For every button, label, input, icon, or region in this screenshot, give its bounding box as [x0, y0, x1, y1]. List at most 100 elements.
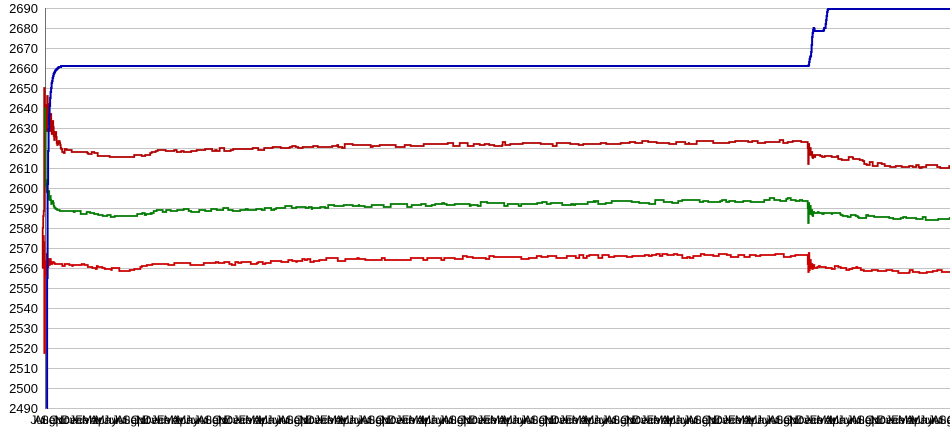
y-tick-label: 2640 [9, 101, 38, 116]
x-tick-label: Aug [523, 413, 546, 427]
x-tick-label: Dec [61, 413, 83, 427]
x-tick-label: Feb [401, 413, 423, 427]
x-tick-label: Feb [320, 413, 341, 427]
x-tick-label: Dec [387, 413, 410, 427]
series-navy-line [46, 8, 950, 409]
x-tick-label: Jul [193, 413, 209, 427]
x-tick-label: Feb [564, 413, 586, 427]
x-tick-label: Jul [927, 413, 944, 427]
x-tick-label: Jun [511, 413, 531, 427]
x-tick-label: Aug [686, 413, 709, 427]
x-tick-label: Oct [212, 413, 231, 427]
y-tick-label: 2580 [9, 221, 38, 236]
x-tick-label: Oct [701, 413, 721, 427]
y-tick-label: 2490 [9, 401, 38, 416]
x-tick-label: Aug [768, 413, 790, 427]
x-tick-label: Oct [620, 413, 639, 427]
y-tick-label: 2570 [9, 241, 38, 256]
x-tick-label: Jun [103, 413, 123, 427]
x-tick-label: Mar [571, 413, 593, 427]
y-tick-label: 2610 [9, 161, 38, 176]
x-tick-label: Feb [483, 413, 504, 427]
y-tick-label: 2670 [9, 41, 38, 56]
x-tick-label: Feb [809, 413, 831, 427]
x-tick-label: Apr [579, 413, 599, 427]
x-tick-label: Sep [367, 413, 389, 427]
x-tick-label: Mar [816, 413, 838, 427]
x-tick-label: Mar [898, 413, 919, 427]
x-tick-label: Dec [224, 413, 246, 427]
x-tick-label: Jun [184, 413, 205, 427]
x-tick-label: Jun [347, 413, 368, 427]
x-tick-label: May [176, 413, 199, 427]
x-tick-label: Sep [775, 413, 797, 427]
y-tick-label: 2690 [9, 1, 38, 16]
x-tick-label: Apr [416, 413, 435, 427]
x-tick-label: May [339, 413, 363, 427]
x-tick-label: Mar [326, 413, 348, 427]
x-tick-label: Oct [130, 413, 150, 427]
x-tick-label: Oct [783, 413, 803, 427]
x-tick-label: Jun [837, 413, 857, 427]
x-tick-label: Jan [640, 413, 660, 427]
x-tick-label: Nov [544, 413, 566, 427]
x-tick-label: Feb [156, 413, 178, 427]
x-tick-label: Nov [462, 413, 484, 427]
series-red-line [42, 235, 950, 354]
x-tick-label: Dec [877, 413, 899, 427]
y-tick-label: 2600 [9, 181, 38, 196]
x-tick-label: May [421, 413, 444, 427]
y-tick-label: 2630 [9, 121, 38, 136]
y-tick-label: 2510 [9, 361, 38, 376]
x-tick-label: Aug [360, 413, 382, 427]
y-tick-label: 2680 [9, 21, 38, 36]
x-tick-label: Feb [238, 413, 260, 427]
x-tick-label: Jul [111, 413, 128, 427]
x-tick-label: Sep [856, 413, 879, 427]
x-tick-label: Mar [245, 413, 266, 427]
x-tick-label: Mar [163, 413, 185, 427]
y-tick-label: 2660 [9, 61, 38, 76]
x-tick-label: Sep [448, 413, 471, 427]
x-tick-label: Jun [674, 413, 694, 427]
x-tick-label: Jul [601, 413, 617, 427]
y-tick-label: 2530 [9, 321, 38, 336]
x-tick-label: Feb [728, 413, 749, 427]
x-tick-label: Feb [891, 413, 912, 427]
x-tick-label: Jun [755, 413, 776, 427]
x-tick-label: Apr [905, 413, 925, 427]
x-tick-label: Jan [558, 413, 579, 427]
x-tick-label: Apr [661, 413, 680, 427]
x-tick-label: Sep [285, 413, 308, 427]
x-tick-label: Oct [293, 413, 313, 427]
x-tick-label: Jan [313, 413, 334, 427]
x-tick-label: Oct [375, 413, 395, 427]
x-tick-label: May [94, 413, 118, 427]
x-tick-label: Oct [49, 413, 68, 427]
x-tick-label: Jan [232, 413, 252, 427]
x-tick-label: Dec [795, 413, 818, 427]
x-tick-label: Aug [278, 413, 301, 427]
x-tick-label: Aug [605, 413, 627, 427]
y-tick-label: 2560 [9, 261, 38, 276]
x-tick-label: Dec [142, 413, 165, 427]
x-tick-label: Jun [429, 413, 449, 427]
y-tick-label: 2520 [9, 341, 38, 356]
x-tick-label: Jan [477, 413, 497, 427]
x-tick-label: May [747, 413, 771, 427]
x-tick-label: May [910, 413, 934, 427]
x-tick-label: May [665, 413, 689, 427]
x-tick-label: Nov [625, 413, 648, 427]
x-tick-label: Jul [519, 413, 536, 427]
x-tick-label: May [502, 413, 526, 427]
x-tick-label: Nov [136, 413, 158, 427]
x-tick-label: Dec [469, 413, 491, 427]
x-tick-label: Dec [632, 413, 654, 427]
y-tick-label: 2650 [9, 81, 38, 96]
x-tick-label: Jul [30, 413, 46, 427]
x-tick-label: Sep [938, 413, 950, 427]
x-tick-label: Sep [612, 413, 634, 427]
x-tick-label: Jul [846, 413, 862, 427]
x-tick-label: May [584, 413, 607, 427]
